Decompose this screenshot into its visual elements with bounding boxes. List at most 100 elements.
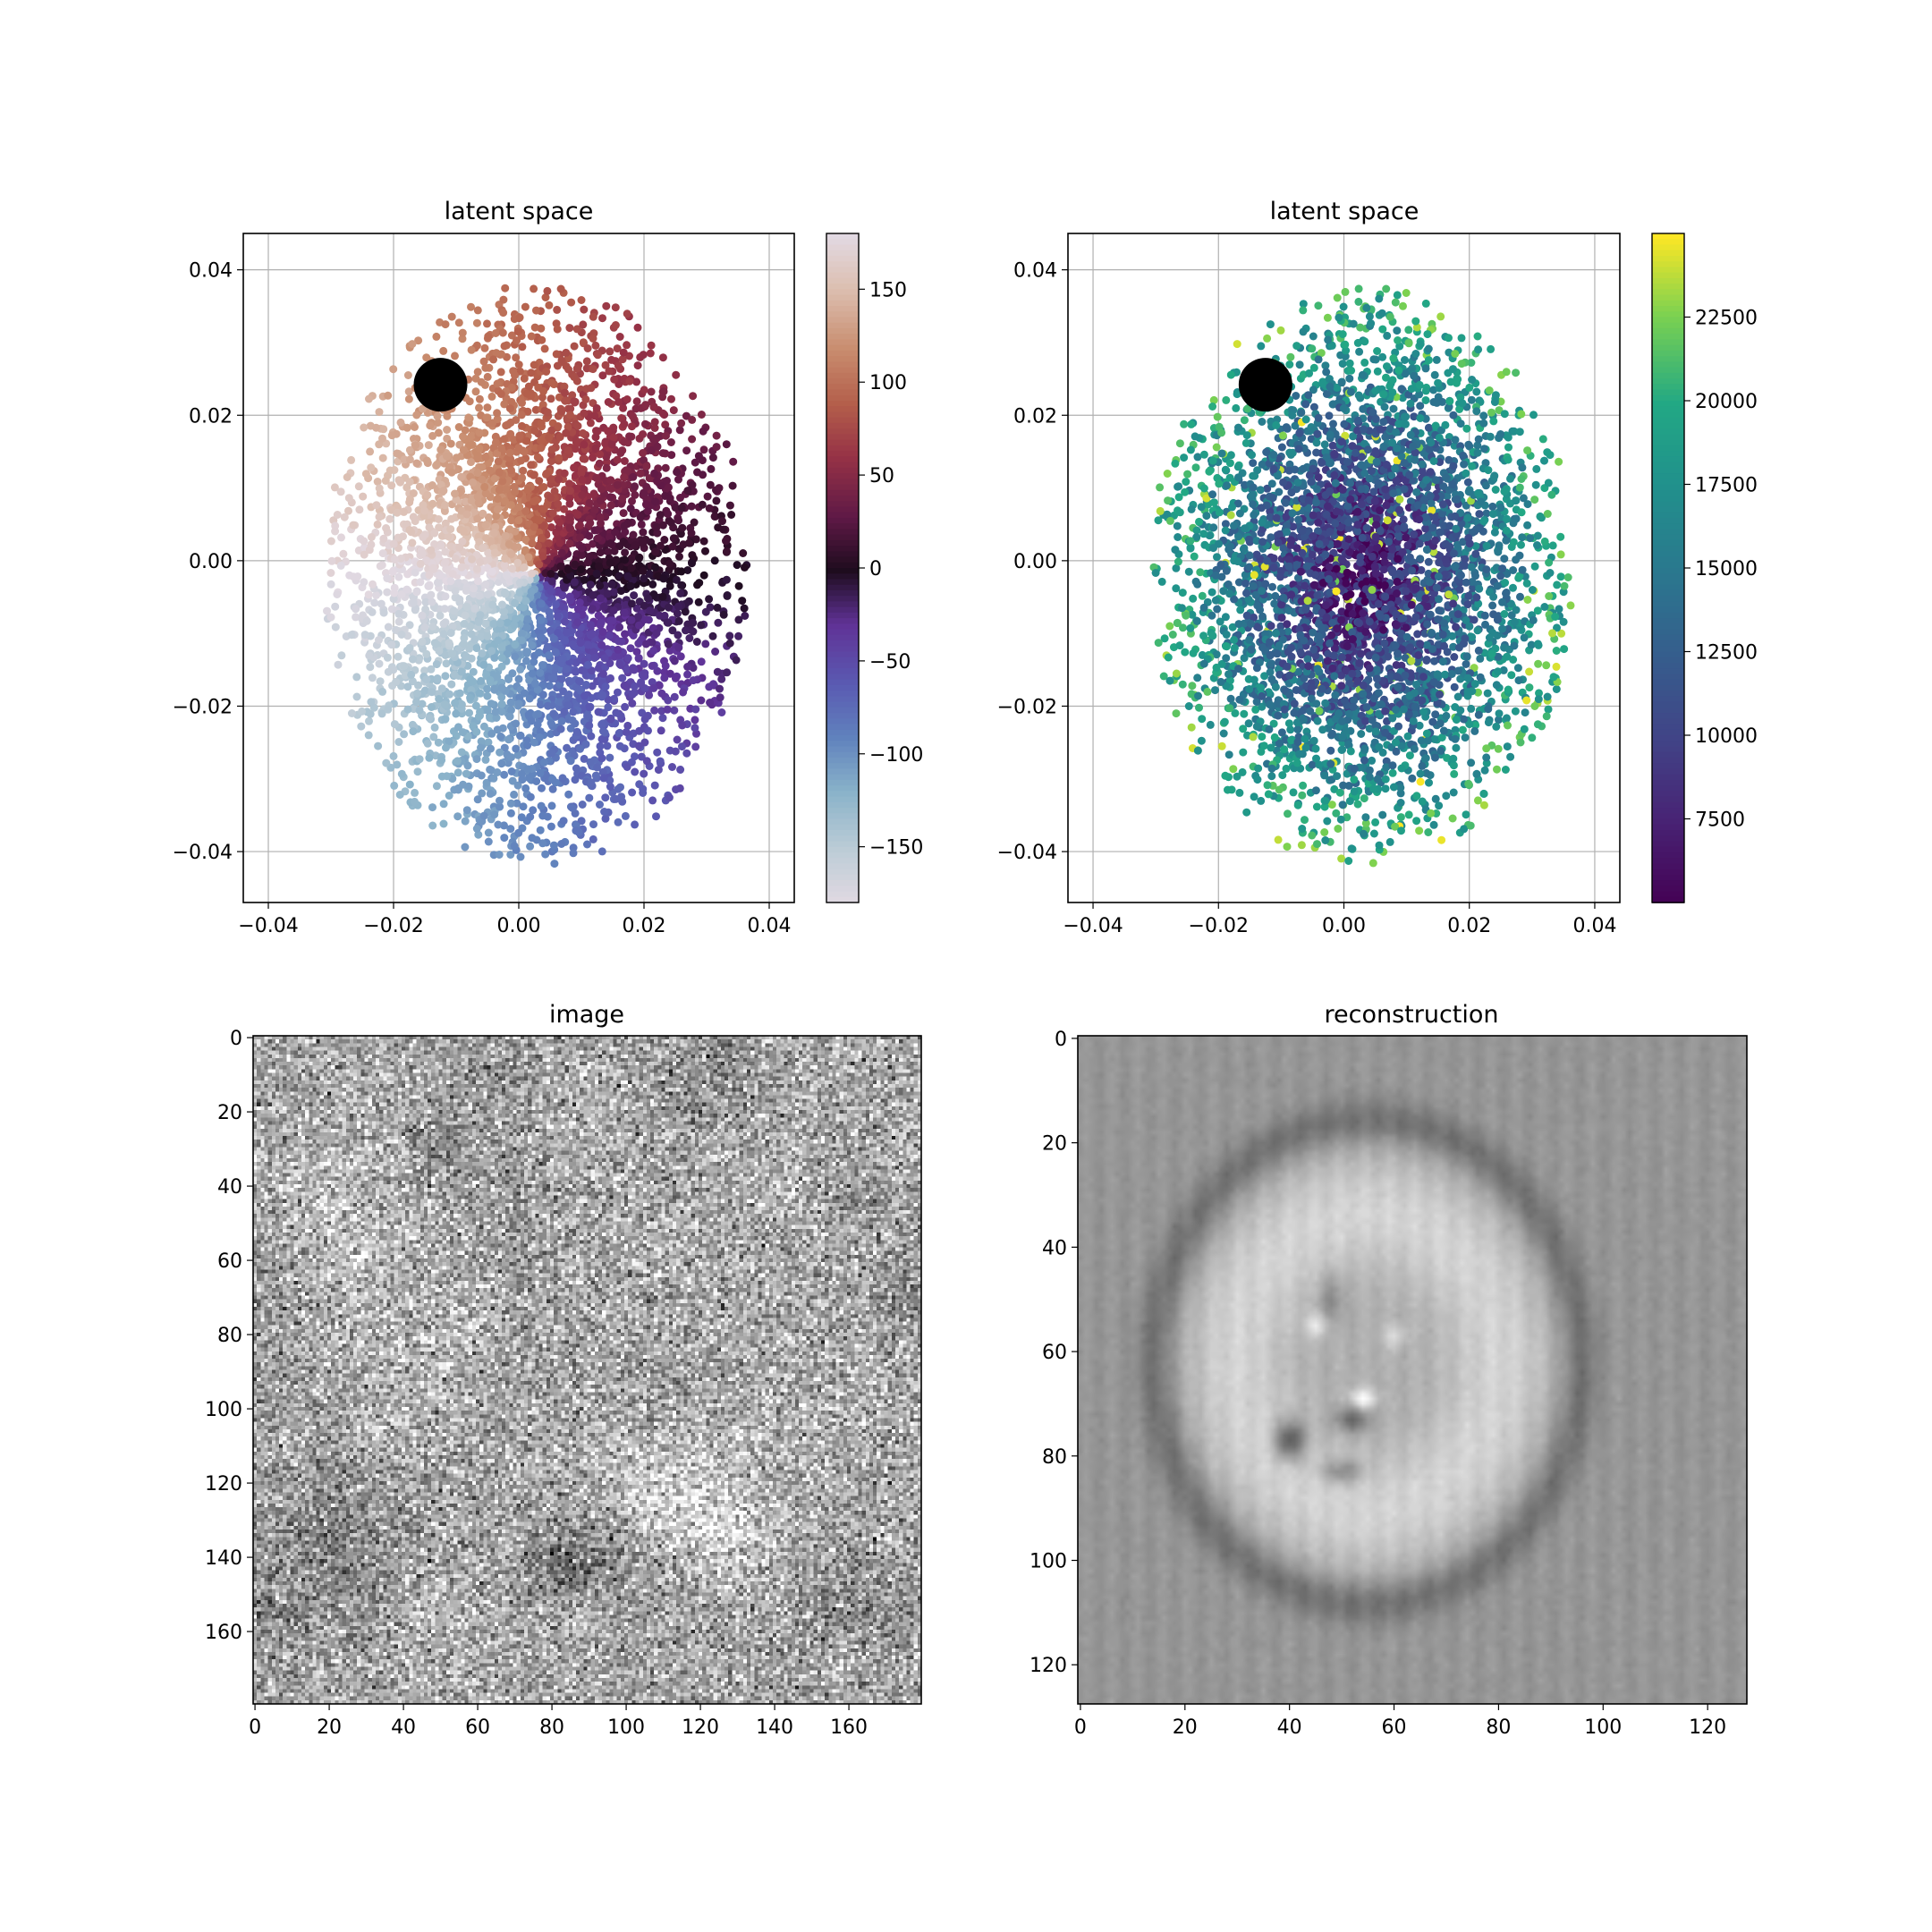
scatter-point [532, 777, 541, 785]
scatter-point [1357, 730, 1366, 738]
colorbar-segment [826, 684, 859, 691]
scatter-point [460, 633, 469, 642]
scatter-point [665, 669, 674, 678]
scatter-point [557, 716, 566, 725]
scatter-point [425, 571, 434, 580]
scatter-point [455, 543, 464, 552]
scatter-point [1222, 395, 1231, 404]
scatter-point [428, 564, 437, 572]
scatter-point [577, 817, 586, 826]
scatter-point [427, 703, 436, 711]
colorbar-segment [826, 378, 859, 386]
scatter-point [677, 567, 686, 576]
scatter-point [463, 761, 472, 770]
scatter-point [453, 812, 462, 821]
scatter-point [436, 572, 445, 580]
colorbar-segment [826, 640, 859, 648]
scatter-point [553, 361, 562, 370]
scatter-point [653, 442, 662, 451]
y-tick-label: −0.04 [173, 842, 233, 864]
scatter-point [662, 431, 670, 440]
scatter-point [439, 819, 448, 828]
scatter-point [493, 379, 502, 388]
scatter-point [1552, 685, 1561, 693]
scatter-point [595, 562, 603, 571]
scatter-point [412, 698, 420, 707]
colorbar-segment [826, 489, 859, 496]
scatter-point [495, 468, 504, 477]
scatter-point [583, 344, 592, 352]
colorbar-segment [826, 746, 859, 753]
scatter-point [589, 489, 598, 498]
scatter-point [1180, 419, 1189, 428]
y-tick-label: 0.00 [1013, 551, 1057, 573]
scatter-point [656, 511, 665, 520]
scatter-point [594, 611, 603, 620]
colorbar-segment [826, 467, 859, 474]
scatter-point [579, 320, 588, 329]
scatter-point [405, 621, 414, 630]
scatter-point [347, 455, 356, 464]
scatter-point [331, 623, 340, 631]
scatter-point [484, 590, 492, 598]
scatter-point [545, 433, 554, 442]
scatter-point [506, 851, 515, 859]
scatter-point [403, 371, 412, 379]
scatter-point [592, 403, 601, 412]
colorbar-segment [826, 801, 859, 809]
scatter-point [582, 357, 591, 366]
scatter-point [458, 335, 467, 343]
scatter-point [565, 499, 574, 508]
scatter-point [1334, 825, 1343, 833]
scatter-point [493, 505, 502, 514]
scatter-point [361, 470, 370, 479]
scatter-point [602, 301, 611, 310]
axis-ticks: −0.04 −0.02 0.00 0.02 0.04−0.04−0.020.000.02… [173, 260, 792, 937]
scatter-point [368, 674, 377, 682]
scatter-point [414, 656, 423, 665]
scatter-point [628, 788, 637, 797]
scatter-point [634, 654, 643, 663]
scatter-point [372, 423, 380, 432]
scatter-point [614, 729, 623, 738]
scatter-point [323, 606, 331, 615]
scatter-point [457, 472, 466, 481]
scatter-point [394, 652, 402, 661]
scatter-point [378, 687, 387, 696]
scatter-point [500, 607, 509, 616]
scatter-point [400, 662, 409, 671]
scatter-point [532, 306, 540, 315]
scatter-point [340, 513, 349, 521]
panel-title-latent-angle: latent space [445, 198, 594, 225]
scatter-point [538, 811, 547, 820]
scatter-point [429, 733, 438, 741]
scatter-point [592, 427, 600, 436]
scatter-point [547, 445, 556, 454]
scatter-point [674, 631, 682, 640]
scatter-point [610, 547, 619, 555]
scatter-point [506, 809, 515, 818]
scatter-point [691, 705, 700, 714]
scatter-point [483, 691, 492, 700]
colorbar-segment [826, 679, 859, 686]
scatter-point [569, 708, 578, 716]
scatter-point [461, 426, 470, 435]
scatter-point [592, 569, 601, 578]
colorbar-segment [826, 601, 859, 608]
scatter-point [378, 434, 386, 443]
scatter-point [648, 580, 657, 589]
scatter-point [453, 757, 462, 766]
scatter-point [366, 709, 375, 718]
scatter-point [623, 395, 631, 403]
scatter-point [415, 755, 424, 764]
scatter-point [448, 622, 457, 631]
scatter-point [435, 695, 444, 703]
scatter-point [1368, 859, 1377, 868]
scatter-point [494, 636, 503, 645]
scatter-point [365, 716, 373, 725]
scatter-point [628, 690, 637, 699]
scatter-point [535, 560, 544, 569]
scatter-point [578, 491, 587, 499]
scatter-point [470, 584, 478, 593]
